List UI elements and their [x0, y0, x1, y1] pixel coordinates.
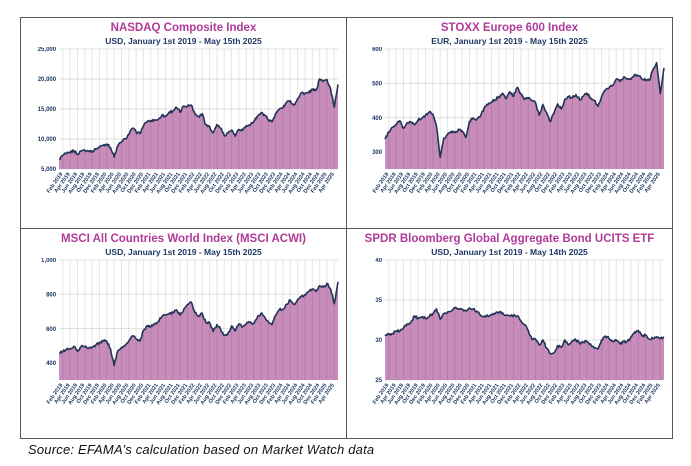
svg-text:25: 25 [375, 378, 382, 384]
chart-subtitle: USD, January 1st 2019 - May 15th 2025 [105, 36, 262, 46]
chart-panel-msci-acwi: MSCI All Countries World Index (MSCI ACW… [21, 228, 347, 439]
svg-text:40: 40 [375, 258, 382, 264]
svg-text:600: 600 [46, 326, 57, 332]
svg-text:5,000: 5,000 [41, 167, 57, 173]
chart-subtitle: USD, January 1st 2019 - May 15th 2025 [105, 246, 262, 257]
source-note: Source: EFAMA’s calculation based on Mar… [28, 442, 375, 457]
svg-text:25,000: 25,000 [38, 47, 57, 53]
svg-text:500: 500 [372, 82, 383, 88]
chart-subtitle: USD, January 1st 2019 - May 14th 2025 [431, 246, 588, 257]
svg-text:20,000: 20,000 [38, 77, 57, 83]
chart-title: MSCI All Countries World Index (MSCI ACW… [61, 232, 306, 245]
chart-title: NASDAQ Composite Index [110, 22, 257, 34]
chart-panel-bond-etf: SPDR Bloomberg Global Aggregate Bond UCI… [347, 228, 673, 439]
chart-panel-stoxx: STOXX Europe 600 Index EUR, January 1st … [347, 18, 673, 229]
svg-text:10,000: 10,000 [38, 137, 57, 143]
charts-grid: NASDAQ Composite Index USD, January 1st … [20, 17, 673, 439]
svg-text:400: 400 [372, 116, 383, 122]
svg-text:800: 800 [46, 292, 57, 298]
svg-text:400: 400 [46, 361, 57, 367]
svg-text:30: 30 [375, 338, 382, 344]
svg-text:15,000: 15,000 [38, 107, 57, 113]
svg-text:35: 35 [375, 298, 382, 304]
chart-panel-nasdaq: NASDAQ Composite Index USD, January 1st … [21, 18, 347, 229]
svg-text:600: 600 [372, 47, 383, 53]
chart-title: STOXX Europe 600 Index [440, 22, 579, 34]
chart-subtitle: EUR, January 1st 2019 - May 15th 2025 [431, 36, 588, 46]
chart-title: SPDR Bloomberg Global Aggregate Bond UCI… [364, 232, 655, 245]
svg-text:300: 300 [372, 150, 383, 156]
svg-text:1,000: 1,000 [41, 258, 57, 264]
